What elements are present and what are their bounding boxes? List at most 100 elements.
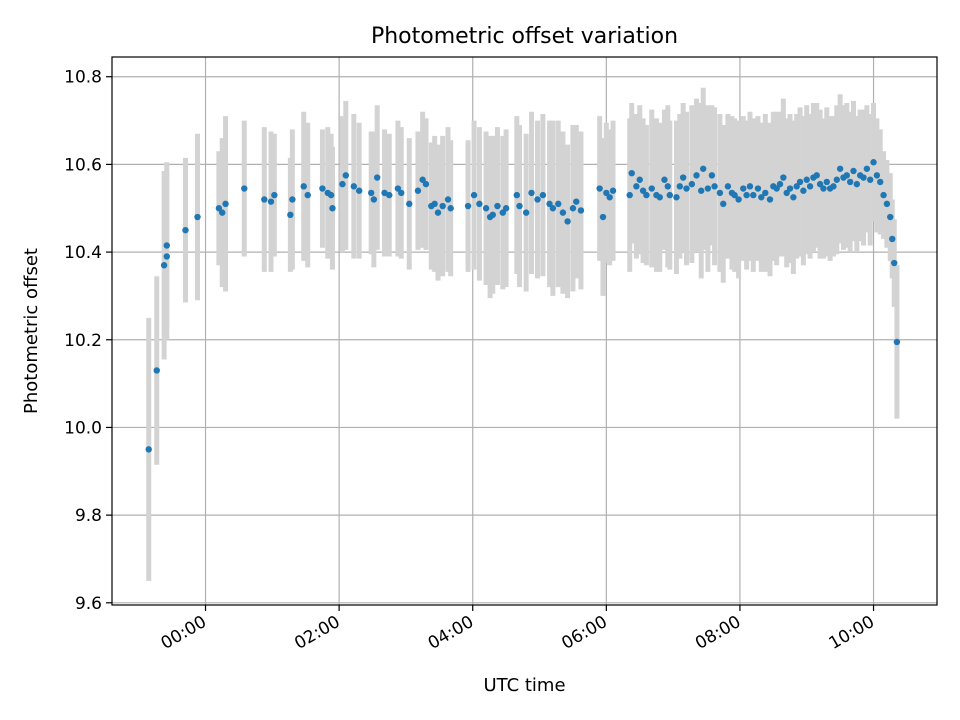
data-point	[830, 183, 837, 190]
data-point	[609, 187, 617, 194]
data-point	[870, 159, 877, 166]
data-point	[439, 202, 446, 210]
data-point	[790, 194, 797, 201]
data-point	[304, 191, 311, 199]
data-point	[182, 226, 189, 234]
data-point	[577, 207, 585, 214]
x-tick-label: 08:00	[692, 612, 744, 654]
y-tick-label: 9.8	[75, 506, 102, 526]
data-point	[883, 200, 891, 208]
y-tick-label: 10.2	[64, 331, 102, 351]
data-point	[522, 209, 530, 216]
data-point	[676, 183, 684, 190]
x-tick-label: 00:00	[158, 612, 210, 654]
data-point	[434, 209, 442, 216]
data-point	[419, 176, 426, 183]
data-point	[750, 191, 757, 199]
data-point	[549, 205, 557, 212]
data-point	[889, 235, 896, 243]
x-tick-label: 10:00	[826, 612, 878, 654]
data-point	[704, 185, 712, 192]
data-point	[716, 189, 724, 197]
data-point	[287, 211, 294, 219]
error-bar-layer	[146, 87, 900, 581]
data-point	[267, 198, 275, 205]
data-point	[708, 172, 716, 179]
data-point	[793, 183, 800, 190]
x-tick-label: 04:00	[425, 612, 477, 654]
x-axis-label: UTC time	[483, 675, 565, 696]
data-point	[194, 213, 201, 221]
y-axis-label: Photometric offset	[21, 248, 42, 414]
y-tick-label: 10.6	[64, 155, 102, 175]
data-point	[564, 218, 571, 225]
data-point	[339, 180, 346, 188]
y-tick-label: 9.6	[75, 594, 102, 614]
data-point	[860, 174, 867, 181]
data-point	[476, 200, 483, 208]
data-point	[513, 191, 521, 199]
data-point	[327, 191, 335, 199]
data-point	[300, 183, 307, 190]
data-point	[319, 185, 326, 192]
plot-frame	[111, 56, 938, 606]
data-point	[261, 196, 268, 203]
data-point	[145, 446, 152, 453]
data-point	[893, 338, 901, 346]
data-point	[796, 178, 804, 186]
data-point	[374, 174, 381, 181]
data-point	[163, 253, 170, 260]
y-tick-label: 10.8	[64, 68, 102, 88]
data-point	[528, 189, 535, 197]
data-point	[866, 176, 874, 183]
data-point	[534, 196, 541, 203]
data-point	[877, 178, 884, 186]
data-point	[661, 176, 668, 183]
data-point	[414, 187, 422, 194]
data-point	[603, 189, 610, 197]
data-point	[735, 196, 742, 203]
data-point	[843, 172, 851, 179]
data-point	[758, 194, 765, 201]
data-point	[599, 213, 607, 221]
y-tick-label: 10.4	[64, 243, 102, 263]
data-point	[394, 185, 402, 192]
data-point-layer	[145, 159, 901, 453]
data-point	[783, 189, 790, 197]
data-point	[891, 259, 898, 267]
data-point	[766, 196, 774, 203]
data-point	[464, 202, 472, 210]
data-point	[773, 185, 780, 192]
data-point	[573, 198, 580, 205]
data-point	[643, 191, 650, 199]
data-point	[850, 167, 857, 175]
data-point	[219, 209, 226, 216]
data-point	[724, 183, 732, 190]
data-point	[846, 178, 854, 186]
data-point	[569, 205, 577, 212]
data-point	[762, 189, 769, 197]
data-point	[626, 191, 633, 199]
data-point	[743, 191, 750, 199]
data-point	[639, 187, 647, 194]
data-point	[673, 194, 680, 201]
data-point	[800, 187, 807, 194]
data-point	[683, 185, 690, 192]
data-point	[422, 180, 430, 188]
data-point	[222, 200, 229, 208]
data-point	[656, 194, 663, 201]
data-point	[555, 200, 562, 208]
data-point	[502, 205, 510, 212]
data-point	[355, 187, 363, 194]
data-point	[606, 194, 613, 201]
data-point	[693, 172, 700, 179]
data-point	[153, 367, 160, 374]
data-point	[880, 191, 887, 199]
data-point	[873, 172, 881, 179]
data-point	[697, 187, 705, 194]
data-point	[679, 174, 687, 181]
data-point	[666, 191, 673, 199]
data-point	[803, 176, 810, 183]
data-point	[431, 200, 438, 208]
data-point	[813, 172, 820, 179]
